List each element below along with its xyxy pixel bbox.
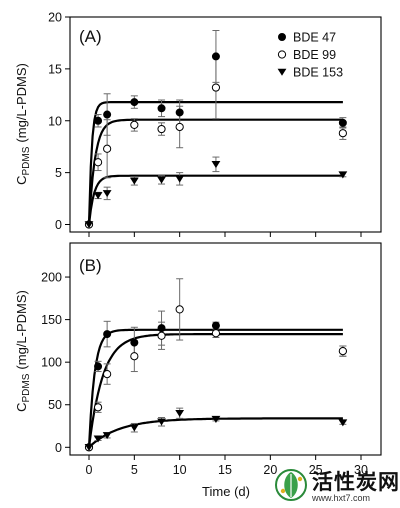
data-point: [94, 362, 103, 371]
data-point: [157, 324, 166, 333]
data-point: [84, 221, 94, 229]
data-point: [103, 369, 112, 379]
legend-label: BDE 47: [293, 31, 336, 45]
data-point: [130, 338, 139, 347]
panel-b-ylabel: CPDMS(mg/L-PDMS): [14, 290, 32, 412]
watermark-text: 活性炭网: [312, 470, 400, 494]
x-tick-label: 15: [218, 463, 232, 477]
panel-b-marks: 0 50 100 150 200 0 5 10 15 20 25 30: [41, 271, 368, 477]
legend-marker: [277, 50, 287, 59]
data-point: [211, 161, 221, 169]
legend-label: BDE 153: [293, 66, 343, 80]
y-tick-label: 0: [55, 218, 62, 232]
data-point: [157, 331, 166, 340]
data-point: [103, 110, 112, 119]
data-point: [93, 158, 103, 167]
data-point: [338, 171, 348, 179]
data-point: [175, 409, 185, 417]
data-point: [93, 192, 103, 200]
watermark-url: www.hxt7.com: [312, 493, 371, 503]
y-tick-label: 0: [55, 441, 62, 455]
data-point: [157, 418, 166, 426]
data-point: [157, 104, 166, 113]
data-point: [102, 190, 112, 198]
data-point: [175, 175, 185, 183]
y-tick-label: 100: [41, 356, 62, 370]
y-tick-label: 20: [48, 11, 62, 25]
data-point: [130, 120, 139, 130]
legend-marker: [277, 33, 286, 42]
panel-b: (B) 0 50 100 150 200 0 5 10 15 20 25 30 CPDMS(mg/L-…: [14, 242, 382, 499]
data-point: [102, 432, 112, 440]
data-point: [84, 444, 94, 452]
data-point: [157, 176, 166, 184]
y-tick-label: 5: [55, 166, 62, 180]
x-tick-label: 25: [309, 463, 323, 477]
y-tick-label: 200: [41, 271, 62, 285]
data-point: [211, 321, 220, 330]
data-point: [130, 352, 139, 361]
panel-a-marks: 0 5 10 15 20: [48, 11, 362, 237]
panel-a-label: (A): [79, 27, 102, 46]
y-tick-label: 50: [48, 398, 62, 412]
data-point: [129, 424, 139, 432]
data-point: [175, 108, 184, 117]
fit-line: [87, 333, 343, 448]
x-tick-label: 20: [263, 463, 277, 477]
data-point: [338, 129, 347, 138]
legend: BDE 47 BDE 99 BDE 153: [277, 31, 343, 80]
data-point: [157, 124, 166, 134]
x-axis-title: Time (d): [202, 484, 250, 499]
y-tick-label: 150: [41, 313, 62, 327]
data-point: [175, 305, 184, 314]
data-point: [211, 415, 221, 423]
y-tick-label: 15: [48, 62, 62, 76]
panel-a-ylabel: CPDMS(mg/L-PDMS): [14, 63, 32, 185]
data-point: [94, 116, 103, 125]
panel-b-label: (B): [79, 256, 102, 275]
watermark: 活性炭网 www.hxt7.com: [268, 466, 400, 508]
data-point: [129, 177, 139, 185]
data-point: [338, 347, 347, 356]
data-point: [103, 144, 112, 153]
x-tick-label: 5: [131, 463, 138, 477]
fit-line: [87, 328, 343, 448]
data-point: [338, 419, 348, 427]
fit-line: [87, 118, 343, 225]
legend-label: BDE 99: [293, 48, 336, 62]
data-point: [130, 98, 139, 107]
leaf-globe-icon: [275, 469, 307, 501]
data-point: [211, 52, 220, 61]
data-point: [175, 122, 184, 132]
legend-marker: [277, 68, 287, 76]
data-point: [211, 83, 221, 92]
x-tick-label: 0: [86, 463, 93, 477]
data-point: [103, 330, 112, 339]
fit-line: [87, 174, 343, 225]
y-tick-label: 10: [48, 114, 62, 128]
data-point: [93, 435, 103, 443]
data-point: [93, 403, 103, 412]
x-tick-label: 30: [354, 463, 368, 477]
x-tick-label: 10: [173, 463, 187, 477]
data-point: [211, 329, 221, 338]
data-point: [338, 118, 347, 127]
